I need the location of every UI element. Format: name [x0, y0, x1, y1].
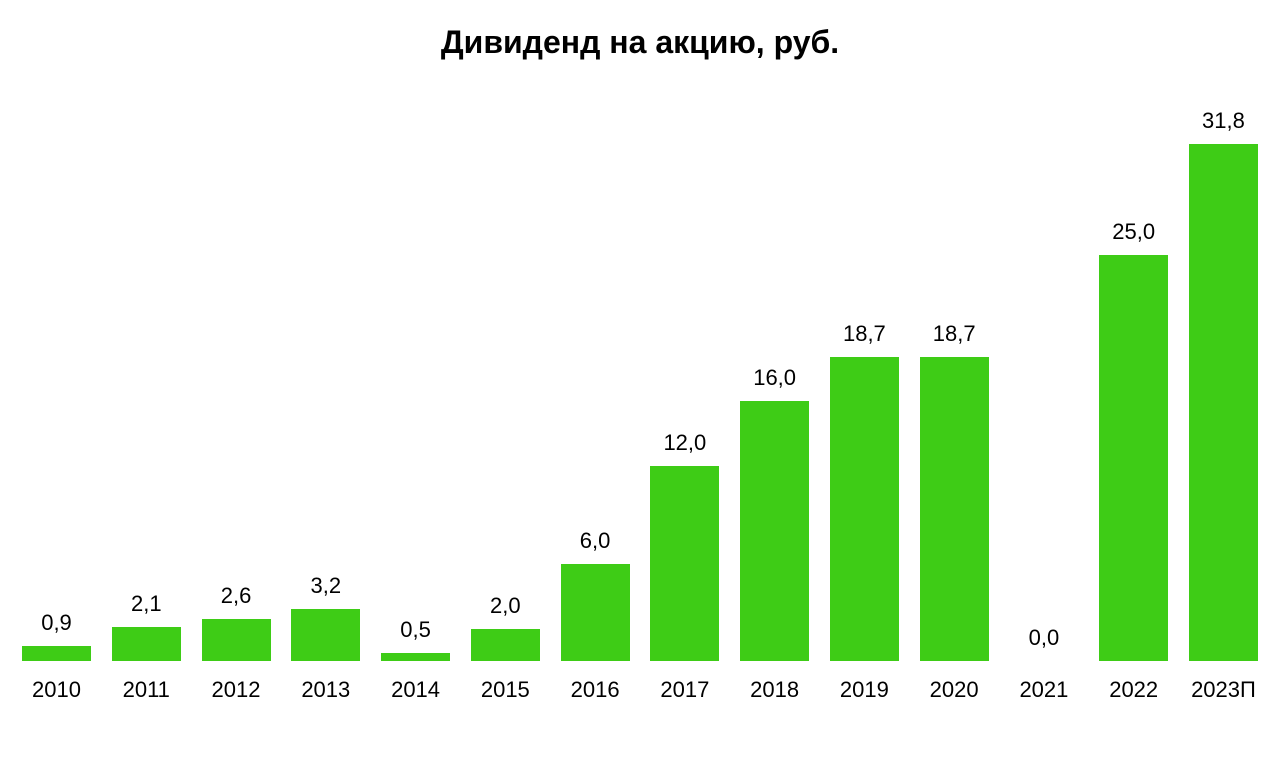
category-label: 2014: [381, 677, 450, 703]
bar-value-label: 16,0: [753, 365, 796, 391]
bars-container: 0,9 2,1 2,6 3,2 0,5 2,0 6,0 12,0: [20, 101, 1260, 661]
category-label: 2020: [920, 677, 989, 703]
bar-group: 2,0: [471, 101, 540, 661]
bar-value-label: 2,6: [221, 583, 252, 609]
category-labels-container: 2010 2011 2012 2013 2014 2015 2016 2017 …: [20, 677, 1260, 703]
chart-area: 0,9 2,1 2,6 3,2 0,5 2,0 6,0 12,0: [20, 101, 1260, 721]
bar-group: 16,0: [740, 101, 809, 661]
bar-rect: [291, 609, 360, 661]
category-label: 2022: [1099, 677, 1168, 703]
bar-rect: [561, 564, 630, 662]
bar-group: 12,0: [650, 101, 719, 661]
bar-group: 18,7: [830, 101, 899, 661]
bar-rect: [1189, 144, 1258, 661]
category-label: 2021: [1009, 677, 1078, 703]
bar-group: 6,0: [561, 101, 630, 661]
bar-group: 31,8: [1189, 101, 1258, 661]
category-label: 2016: [561, 677, 630, 703]
bar-value-label: 2,1: [131, 591, 162, 617]
category-label: 2012: [202, 677, 271, 703]
category-label: 2019: [830, 677, 899, 703]
bar-group: 18,7: [920, 101, 989, 661]
bar-value-label: 2,0: [490, 593, 521, 619]
category-label: 2013: [291, 677, 360, 703]
bar-rect: [650, 466, 719, 661]
bar-rect: [381, 653, 450, 661]
bar-rect: [22, 646, 91, 661]
bar-group: 0,9: [22, 101, 91, 661]
bar-value-label: 25,0: [1112, 219, 1155, 245]
bar-value-label: 0,5: [400, 617, 431, 643]
bar-rect: [112, 627, 181, 661]
bar-group: 3,2: [291, 101, 360, 661]
bar-value-label: 3,2: [311, 573, 342, 599]
bar-value-label: 31,8: [1202, 108, 1245, 134]
bar-value-label: 0,9: [41, 610, 72, 636]
category-label: 2015: [471, 677, 540, 703]
bar-value-label: 18,7: [843, 321, 886, 347]
category-label: 2023П: [1189, 677, 1258, 703]
bar-value-label: 6,0: [580, 528, 611, 554]
bar-value-label: 0,0: [1029, 625, 1060, 651]
category-label: 2017: [650, 677, 719, 703]
category-label: 2010: [22, 677, 91, 703]
bar-value-label: 18,7: [933, 321, 976, 347]
bar-rect: [740, 401, 809, 661]
bar-group: 2,6: [202, 101, 271, 661]
bar-rect: [202, 619, 271, 661]
bar-rect: [920, 357, 989, 661]
bar-rect: [1099, 255, 1168, 661]
bar-value-label: 12,0: [663, 430, 706, 456]
chart-title: Дивиденд на акцию, руб.: [0, 0, 1280, 71]
category-label: 2018: [740, 677, 809, 703]
bar-rect: [830, 357, 899, 661]
bar-group: 2,1: [112, 101, 181, 661]
category-label: 2011: [112, 677, 181, 703]
bar-rect: [471, 629, 540, 662]
bar-group: 0,0: [1009, 101, 1078, 661]
bar-group: 25,0: [1099, 101, 1168, 661]
bar-group: 0,5: [381, 101, 450, 661]
